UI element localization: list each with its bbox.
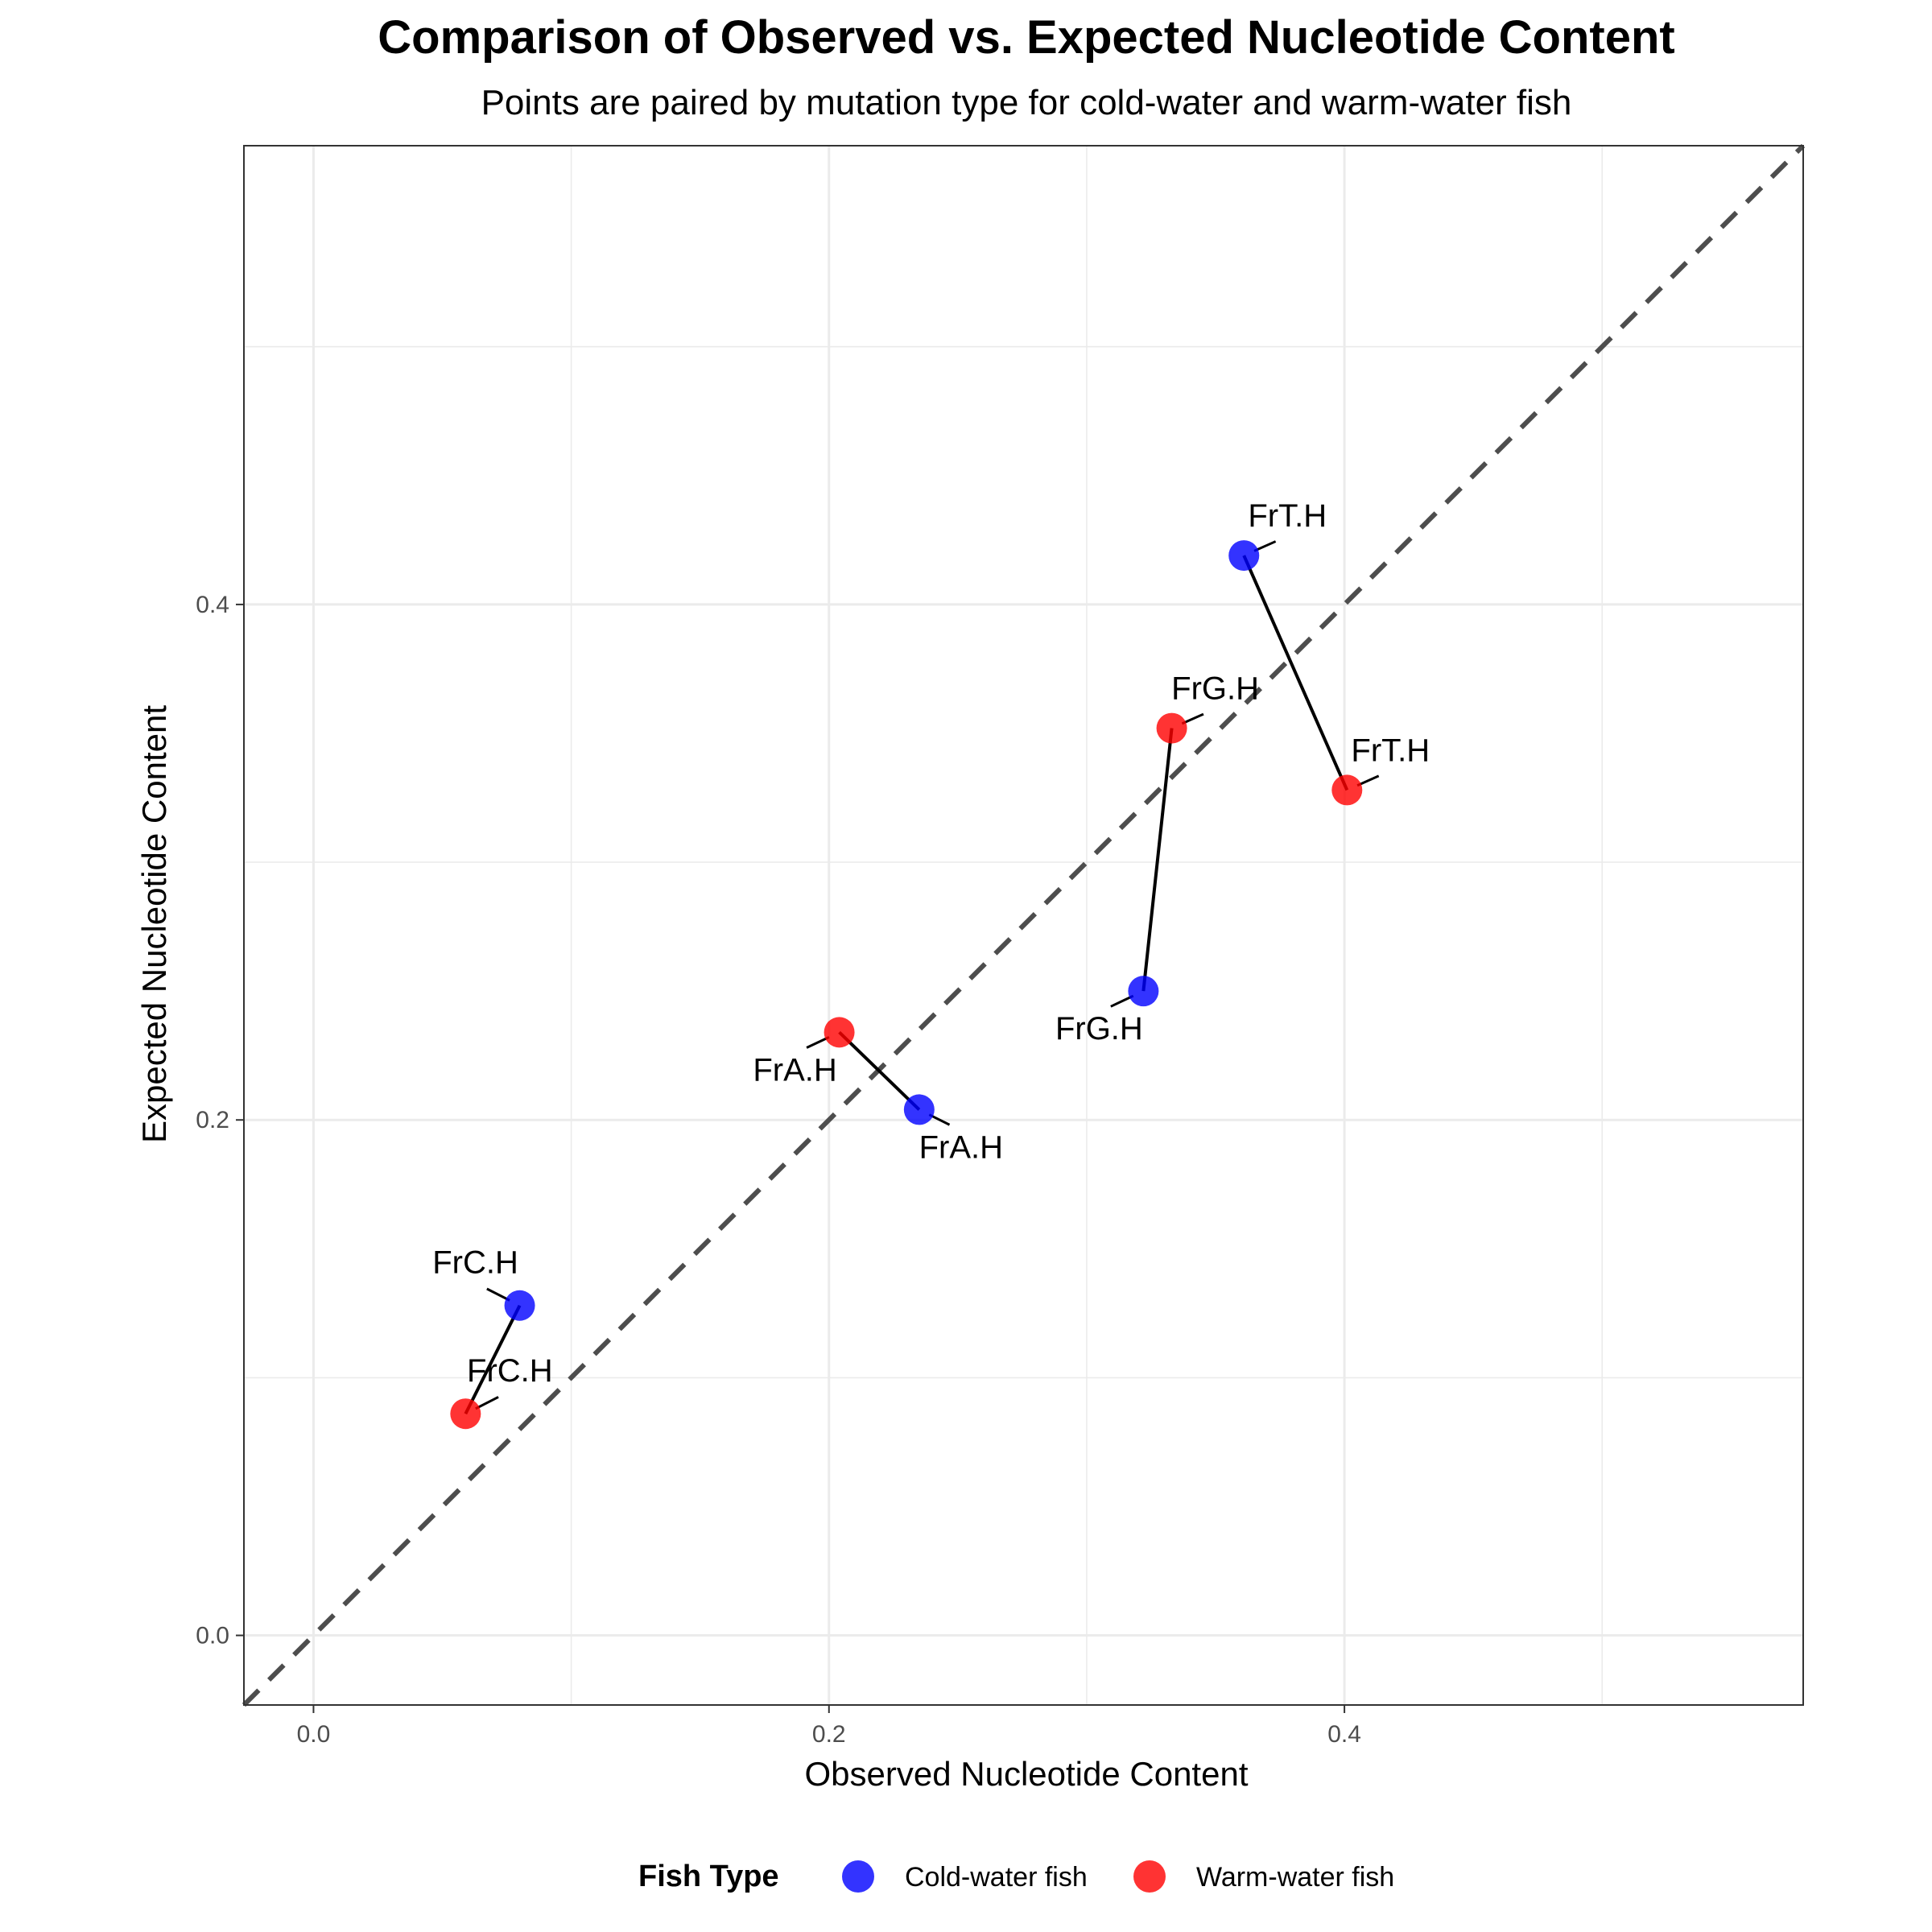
point-warm-water-frt-h (1331, 774, 1363, 806)
point-warm-water-frc-h (450, 1398, 481, 1430)
x-tick-label: 0.0 (297, 1721, 331, 1748)
point-warm-water-frg-h (1156, 712, 1187, 744)
pair-segment (1141, 728, 1174, 992)
y-tick-label: 0.0 (196, 1623, 229, 1649)
reference-line (242, 143, 1806, 1707)
point-label-warm-water: FrG.H (1171, 671, 1259, 707)
label-leader (1110, 994, 1134, 1008)
data-points (450, 540, 1363, 1430)
point-label-cold-water: FrA.H (919, 1129, 1003, 1165)
y-axis-title: Expected Nucleotide Content (135, 705, 173, 1143)
point-label-warm-water: FrA.H (753, 1052, 836, 1088)
legend-label-cold-water: Cold-water fish (905, 1862, 1088, 1893)
y-tick-label: 0.4 (196, 592, 229, 618)
label-leader (475, 1396, 499, 1410)
point-label-cold-water: FrC.H (432, 1245, 518, 1281)
legend-key-cold-water (842, 1860, 874, 1893)
pair-segment (1242, 555, 1349, 791)
x-tick-label: 0.2 (812, 1721, 846, 1748)
point-labels: FrC.H FrA.H FrG.H FrT.H FrC.H FrA.H FrG.H FrT.H (432, 498, 1430, 1389)
grid (244, 146, 1803, 1705)
point-label-warm-water: FrC.H (467, 1353, 553, 1389)
point-label-warm-water: FrT.H (1351, 733, 1430, 768)
point-label-cold-water: FrG.H (1055, 1011, 1143, 1046)
label-leader (486, 1287, 510, 1302)
legend-label-warm-water: Warm-water fish (1196, 1862, 1394, 1893)
pair-segment (838, 1030, 921, 1111)
pair-segments (464, 555, 1349, 1415)
point-cold-water-frc-h (504, 1290, 535, 1321)
legend-key-warm-water (1133, 1860, 1166, 1893)
x-tick-label: 0.4 (1327, 1721, 1361, 1748)
point-warm-water-fra-h (824, 1017, 855, 1048)
legend: Fish Type Cold-water fish Warm-water fis… (638, 1860, 1394, 1893)
chart-subtitle: Points are paired by mutation type for c… (481, 83, 1572, 122)
chart-title: Comparison of Observed vs. Expected Nucl… (378, 11, 1674, 64)
pair-segment (464, 1304, 522, 1415)
point-cold-water-fra-h (903, 1094, 935, 1125)
label-leader (806, 1035, 830, 1049)
x-axis-title: Observed Nucleotide Content (805, 1755, 1249, 1793)
legend-title: Fish Type (638, 1860, 779, 1893)
point-label-cold-water: FrT.H (1248, 498, 1327, 534)
y-tick-label: 0.2 (196, 1107, 229, 1133)
point-cold-water-frg-h (1128, 976, 1159, 1007)
point-cold-water-frt-h (1228, 540, 1260, 572)
axis-ticks: 0.0 0.2 0.4 0.0 0.2 0.4 (196, 592, 1361, 1748)
plot-panel-border (243, 145, 1804, 1706)
reference-line-group (242, 143, 1806, 1707)
